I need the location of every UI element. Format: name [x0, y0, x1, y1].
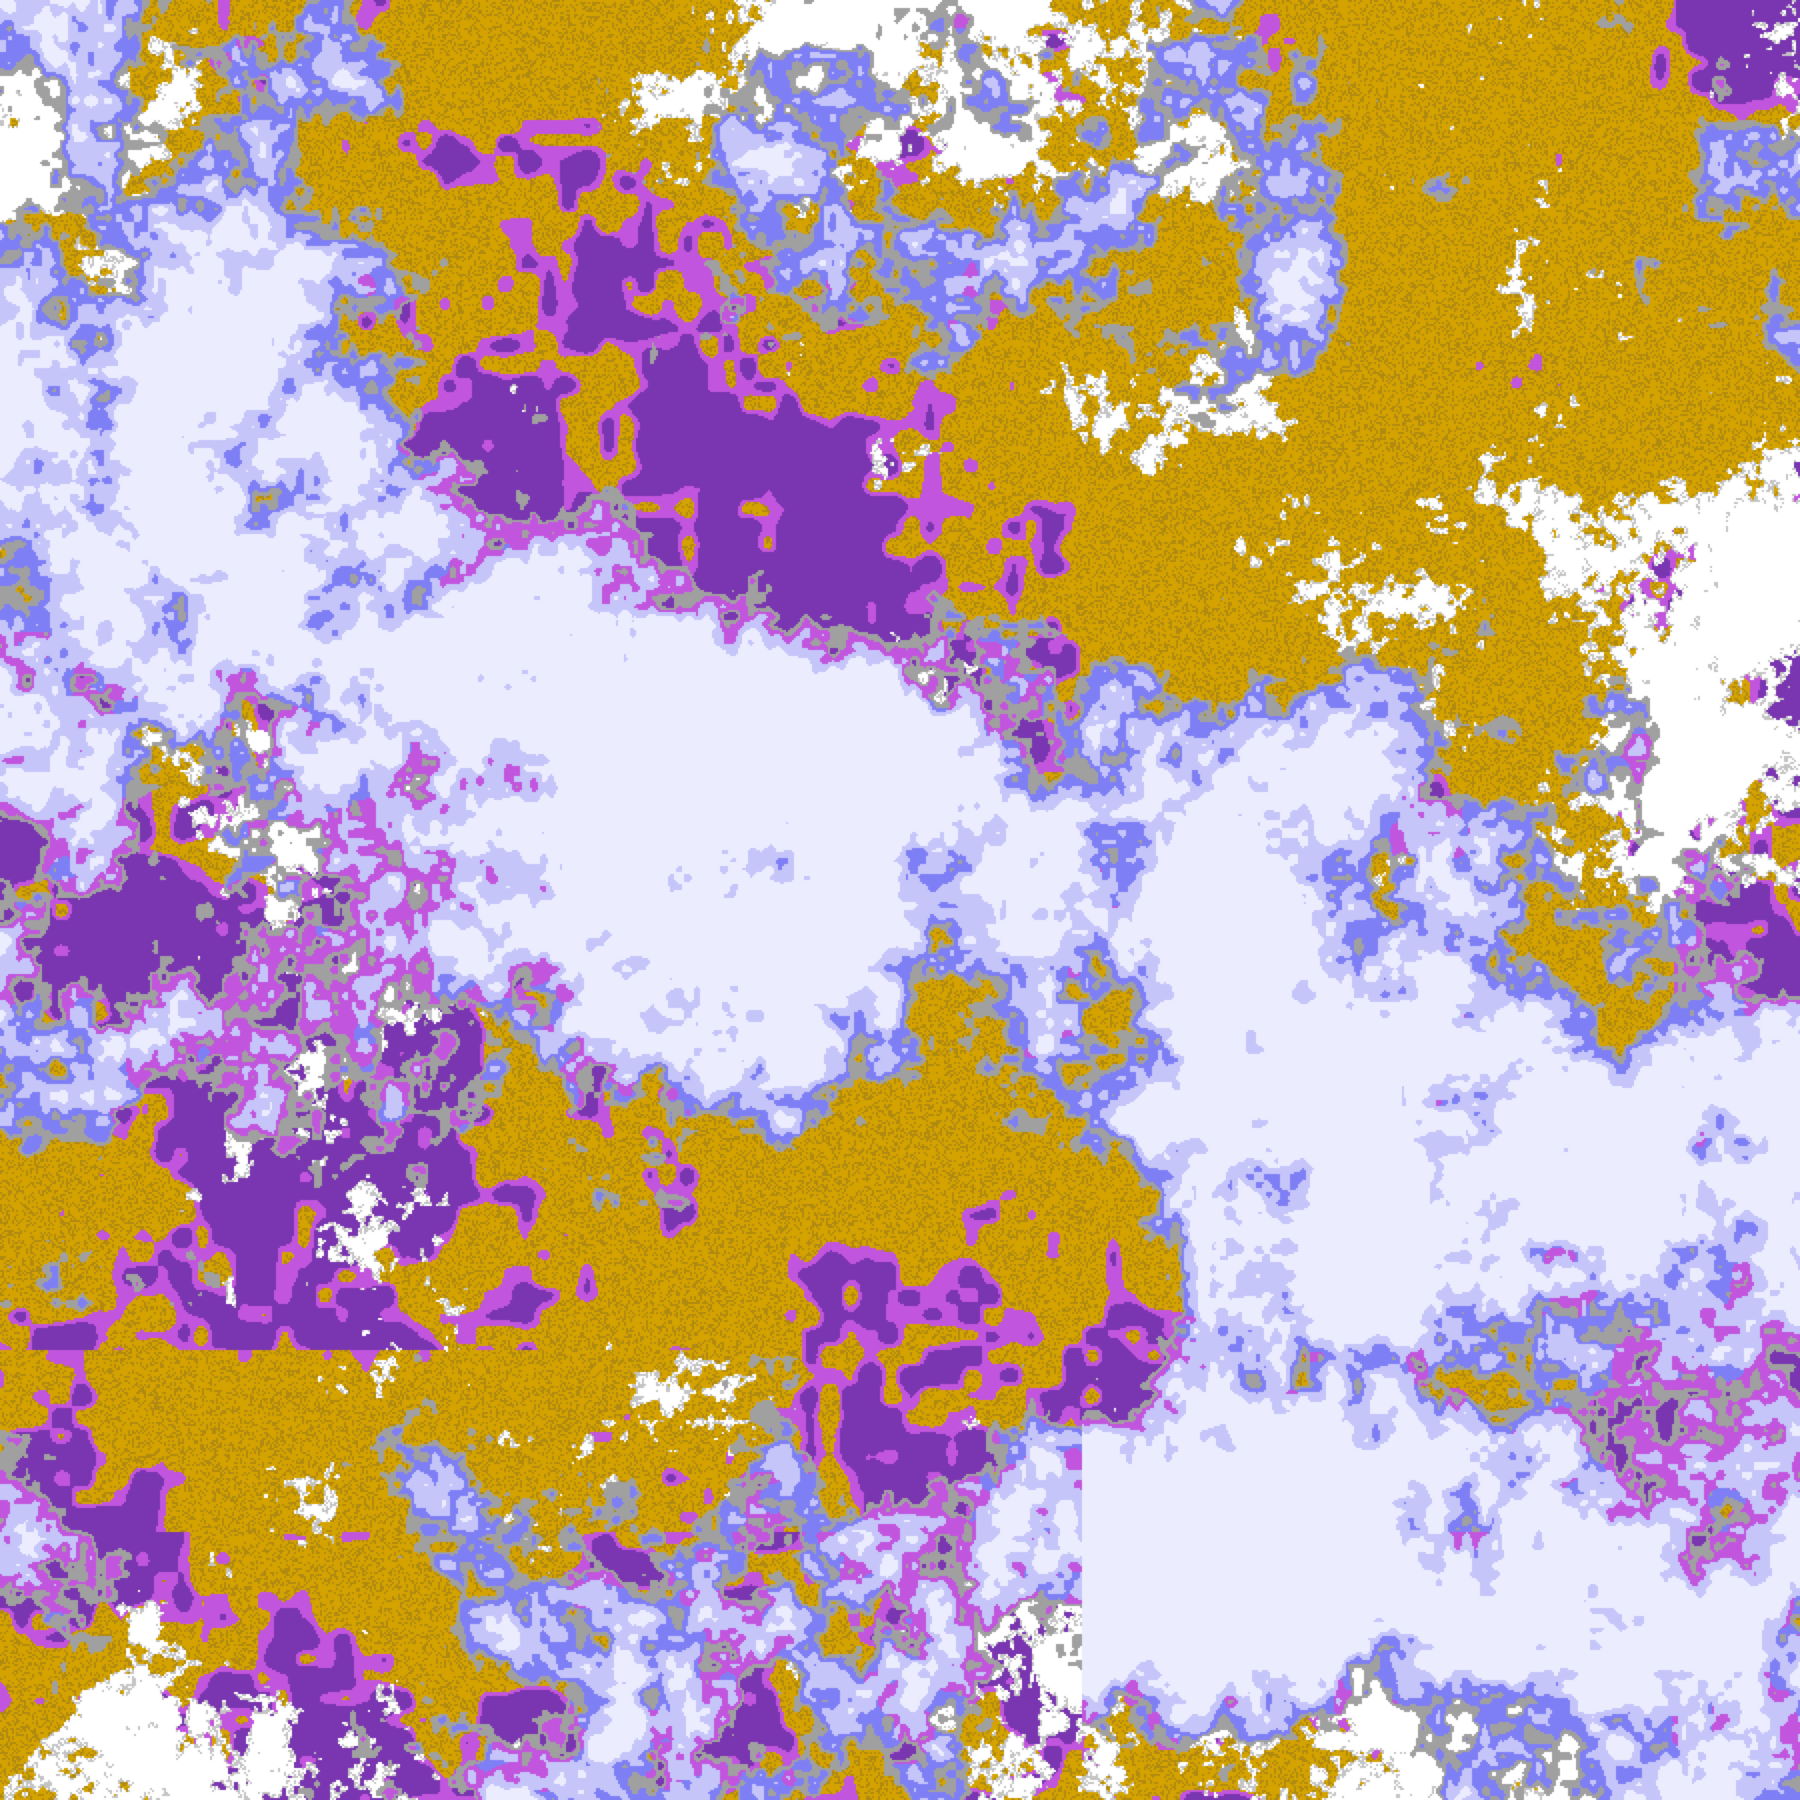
classified-raster-map	[0, 0, 1800, 1800]
